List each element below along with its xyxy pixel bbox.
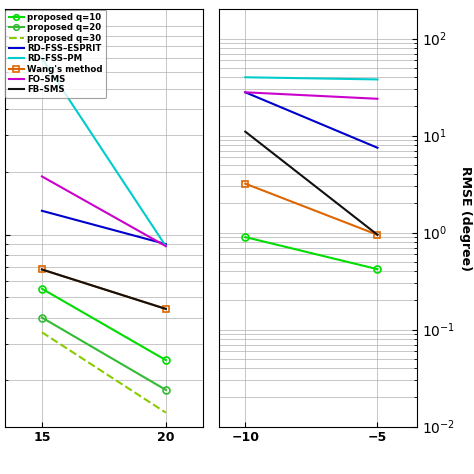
Y-axis label: RMSE (degree): RMSE (degree) [459, 165, 472, 271]
Legend: proposed q=10, proposed q=20, proposed q=30, RD–FSS–ESPRIT, RD–FSS–PM, Wang's me: proposed q=10, proposed q=20, proposed q… [5, 9, 107, 98]
